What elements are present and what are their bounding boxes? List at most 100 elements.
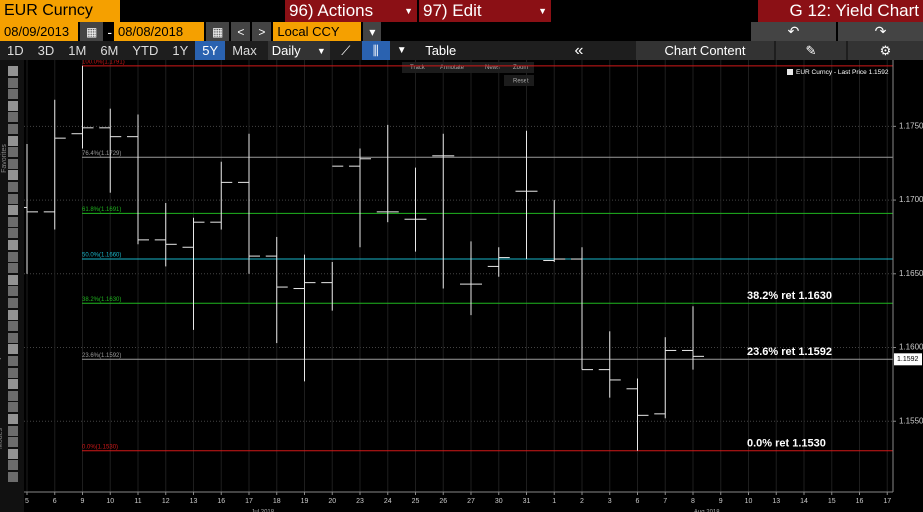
tool-icon[interactable] <box>8 460 18 471</box>
tool[interactable]: News <box>485 65 500 71</box>
period[interactable]: YTD <box>132 43 159 58</box>
tool-icon[interactable] <box>8 379 18 390</box>
x-tick-label: 8 <box>691 498 695 505</box>
bar-icon[interactable]: ⫼ <box>361 41 390 60</box>
chart: Track Annotate News Zoom Reset 1.1550 1.1600 1.… <box>24 60 923 512</box>
tool-icon[interactable] <box>8 205 18 216</box>
tool-icon[interactable] <box>8 309 18 320</box>
tool-icon[interactable] <box>8 193 18 204</box>
tool-icon[interactable] <box>8 356 18 366</box>
tool-icon[interactable] <box>8 274 18 285</box>
tool-icon[interactable] <box>8 89 18 100</box>
prev[interactable]: < <box>231 22 251 41</box>
edit-icon[interactable]: ✎ <box>776 41 846 60</box>
actions-menu[interactable]: 96) Actions ▼ <box>285 0 417 22</box>
tool-icon[interactable] <box>8 240 18 250</box>
x-tick-label: 1 <box>552 498 556 505</box>
tool[interactable]: Zoom <box>513 65 528 71</box>
sidebar-label: Style <box>0 351 1 367</box>
security[interactable]: EUR Curncy <box>0 0 120 22</box>
tool-icon[interactable] <box>8 344 18 355</box>
tool-icon[interactable] <box>8 100 18 111</box>
dash: - <box>107 23 113 40</box>
period[interactable]: Max <box>232 43 257 58</box>
start-date[interactable]: 08/09/2013 <box>0 22 78 41</box>
calendar[interactable]: ▦ <box>206 22 230 41</box>
edit-menu[interactable]: 97) Edit ▼ <box>419 0 551 22</box>
tool-icon[interactable] <box>8 263 18 274</box>
tool-icon[interactable] <box>8 228 18 239</box>
period[interactable]: 1M <box>68 43 87 58</box>
y-tick-label: 1.1550 <box>899 416 923 425</box>
tool-icon[interactable] <box>8 170 18 181</box>
tool-icon[interactable] <box>8 124 18 134</box>
x-tick-label: 7 <box>663 498 667 505</box>
tool[interactable]: Reset <box>513 79 529 85</box>
last-price: 1.1592 <box>897 356 919 363</box>
tool-icon[interactable] <box>8 437 18 448</box>
currency[interactable]: Local CCY <box>273 22 362 41</box>
tool-icon[interactable] <box>8 472 18 482</box>
sidebar-label: Modes <box>0 427 5 450</box>
tool-icon[interactable] <box>8 414 18 424</box>
frequency[interactable]: Daily ▼ <box>267 41 330 60</box>
y-tick-label: 1.1750 <box>899 121 923 130</box>
tool-icon[interactable] <box>8 182 18 192</box>
frequency-label[interactable]: Daily <box>271 43 301 58</box>
end-date[interactable]: 08/08/2018 <box>114 22 205 41</box>
period[interactable]: 5Y <box>195 41 226 60</box>
period[interactable]: 3D <box>37 43 55 58</box>
tool[interactable]: Annotate <box>440 65 465 71</box>
type-drop[interactable]: ▼ <box>396 45 407 56</box>
fib-label: 50.0%(1.1660) <box>82 253 121 259</box>
collapse[interactable]: « <box>574 41 584 59</box>
redo[interactable]: ↷ <box>838 22 923 41</box>
undo[interactable]: ↶ <box>751 22 836 41</box>
tool-icon[interactable] <box>8 112 18 123</box>
tool-icon[interactable] <box>8 66 18 76</box>
x-tick-label: 17 <box>245 498 253 505</box>
calendar[interactable]: ▦ <box>80 22 104 41</box>
x-tick-label: 16 <box>217 498 225 505</box>
x-tick-label: 13 <box>190 498 198 505</box>
chart-content[interactable]: Chart Content <box>636 41 774 60</box>
next[interactable]: > <box>252 22 272 41</box>
table[interactable]: Table <box>425 43 457 58</box>
period[interactable]: 1Y <box>172 43 189 58</box>
edit[interactable]: 97) Edit <box>423 1 482 20</box>
tool-icon[interactable] <box>8 402 18 413</box>
period-bar: 1D 3D 1M 6M YTD 1Y 5Y Max Daily ▼ ⟋ ⫼ ▼ Table « … <box>0 41 923 60</box>
fib-label: 23.6%(1.1592) <box>82 353 121 359</box>
tool-icon[interactable] <box>8 135 18 146</box>
tool-icon[interactable] <box>8 425 18 436</box>
tool[interactable]: Track <box>410 65 426 71</box>
tool-icon[interactable] <box>8 216 18 227</box>
x-tick-label: 6 <box>53 498 57 505</box>
x-tick-label: 10 <box>106 498 114 505</box>
line-icon[interactable]: ⟋ <box>341 42 351 58</box>
settings[interactable]: ⚙ <box>848 41 923 60</box>
tool-icon[interactable] <box>8 390 18 401</box>
tool-icon[interactable] <box>8 77 18 88</box>
period[interactable]: 6M <box>100 43 119 58</box>
tool-icon[interactable] <box>8 448 18 459</box>
tool-icon[interactable] <box>8 321 18 332</box>
x-tick-label: 13 <box>772 498 780 505</box>
tool-icon[interactable] <box>8 147 18 158</box>
tool-icon[interactable] <box>8 286 18 297</box>
tool-icon[interactable] <box>8 332 18 343</box>
tool-icon[interactable] <box>8 251 18 262</box>
last-price-box <box>894 353 922 366</box>
period[interactable]: 1D <box>7 43 24 58</box>
x-tick-label: 2 <box>580 498 584 505</box>
x-tick-label: 30 <box>495 498 503 505</box>
tool-icon[interactable] <box>8 158 18 169</box>
currency-drop[interactable]: ▾ <box>363 22 382 41</box>
tool-icon[interactable] <box>8 298 18 308</box>
x-tick-label: 6 <box>636 498 640 505</box>
title-bar: EUR Curncy 96) Actions ▼ 97) Edit ▼ G 12: … <box>0 0 923 22</box>
x-tick-label: 15 <box>828 498 836 505</box>
tool-icon[interactable] <box>8 367 18 378</box>
x-tick-label: 23 <box>356 498 364 505</box>
actions[interactable]: 96) Actions <box>289 1 374 20</box>
